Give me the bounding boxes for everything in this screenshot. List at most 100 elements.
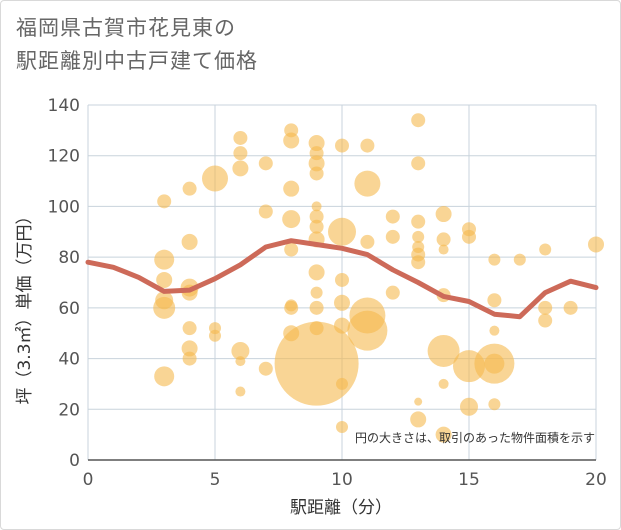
- bubble: [308, 155, 325, 172]
- bubble: [588, 236, 604, 253]
- bubble: [334, 294, 350, 311]
- bubble: [411, 214, 426, 229]
- bubbles: [153, 113, 604, 443]
- bubble: [308, 135, 325, 152]
- bubble: [155, 291, 174, 310]
- x-tick-label-0: 0: [83, 470, 94, 490]
- bubble: [427, 334, 460, 367]
- bubble: [438, 244, 449, 255]
- bubble: [181, 340, 198, 357]
- bubble: [310, 286, 323, 299]
- trend-line: [85, 238, 599, 320]
- bubble: [453, 350, 485, 383]
- bubble: [282, 210, 301, 229]
- bubble: [233, 130, 248, 145]
- bubble: [182, 321, 197, 336]
- y-tick-label-100: 100: [48, 197, 80, 217]
- bubble: [156, 271, 173, 288]
- bubble: [411, 113, 426, 128]
- bubble: [285, 299, 298, 312]
- bubble: [209, 329, 221, 342]
- bubble: [284, 242, 299, 257]
- bubble: [354, 170, 381, 197]
- bubble: [328, 217, 356, 246]
- bubble: [489, 325, 500, 336]
- bubble: [154, 249, 175, 270]
- y-tick-label-20: 20: [58, 400, 80, 420]
- bubble: [258, 156, 273, 171]
- bubble: [411, 255, 426, 270]
- bubble: [283, 325, 300, 342]
- bubble: [438, 378, 449, 389]
- bubble: [349, 297, 386, 334]
- bubble: [309, 146, 324, 161]
- bubble: [335, 272, 349, 287]
- bubble: [309, 321, 324, 336]
- x-axis-label: 駅距離（分）: [290, 498, 392, 518]
- bubble: [414, 397, 423, 406]
- bubble: [309, 219, 324, 234]
- bubble: [411, 156, 426, 171]
- bubble: [412, 230, 425, 243]
- bubble: [487, 293, 502, 308]
- bubble: [336, 421, 348, 434]
- bubble: [410, 411, 427, 428]
- bubble: [336, 377, 348, 390]
- bubble: [484, 353, 505, 374]
- y-tick-labels: 0 20 40 60 80 100 120 140: [48, 96, 80, 471]
- bubble: [360, 138, 375, 153]
- bubble: [462, 229, 476, 244]
- bubble: [283, 180, 300, 197]
- bubble: [435, 206, 452, 223]
- bubble: [513, 253, 526, 266]
- bubble: [309, 166, 324, 181]
- bubble: [360, 234, 375, 249]
- bubble: [154, 366, 175, 387]
- y-axis-label: 坪（3.3㎡）単価（万円）: [15, 207, 35, 404]
- bubble: [309, 300, 324, 315]
- y-tick-label-80: 80: [58, 248, 80, 268]
- x-tick-labels: 0 5 10 15 20: [83, 470, 607, 490]
- bubble: [385, 229, 400, 244]
- bubble: [284, 123, 299, 138]
- bubble: [235, 386, 246, 397]
- bubble: [488, 253, 501, 266]
- bubble: [385, 285, 400, 300]
- bubble: [231, 341, 250, 360]
- x-tick-label-15: 15: [458, 470, 480, 490]
- bubble: [385, 209, 400, 224]
- bubble: [308, 264, 325, 281]
- bubble: [436, 232, 451, 247]
- bubble: [335, 138, 349, 153]
- bubble: [258, 361, 273, 376]
- bubble: [233, 146, 248, 161]
- chart-title: 福岡県古賀市花見東の 駅距離別中古戸建て価格: [16, 12, 258, 78]
- bubble: [563, 300, 578, 315]
- x-tick-label-20: 20: [585, 470, 607, 490]
- bubble: [258, 204, 273, 219]
- y-tick-label-40: 40: [58, 350, 80, 370]
- bubble: [435, 426, 452, 443]
- bubble: [283, 132, 300, 149]
- chart-title-line-2: 駅距離別中古戸建て価格: [16, 49, 258, 73]
- chart-title-line-1: 福岡県古賀市花見東の: [16, 16, 236, 40]
- bubble: [460, 397, 478, 416]
- bubble: [539, 243, 552, 256]
- x-tick-label-10: 10: [331, 470, 353, 490]
- bubble: [311, 201, 322, 212]
- bubble: [181, 233, 198, 250]
- x-tick-label-5: 5: [210, 470, 221, 490]
- bubble: [334, 317, 350, 334]
- y-tick-label-0: 0: [69, 451, 80, 471]
- bubble: [235, 356, 246, 367]
- bubble: [157, 194, 172, 209]
- y-tick-label-140: 140: [48, 96, 80, 116]
- y-tick-label-60: 60: [58, 299, 80, 319]
- bubble-size-note: 円の大きさは、取引のあった物件面積を示す: [355, 430, 595, 445]
- bubble: [232, 160, 249, 177]
- bubble: [182, 181, 197, 196]
- bubble: [488, 398, 501, 411]
- bubble: [309, 209, 324, 224]
- bubble: [202, 165, 228, 192]
